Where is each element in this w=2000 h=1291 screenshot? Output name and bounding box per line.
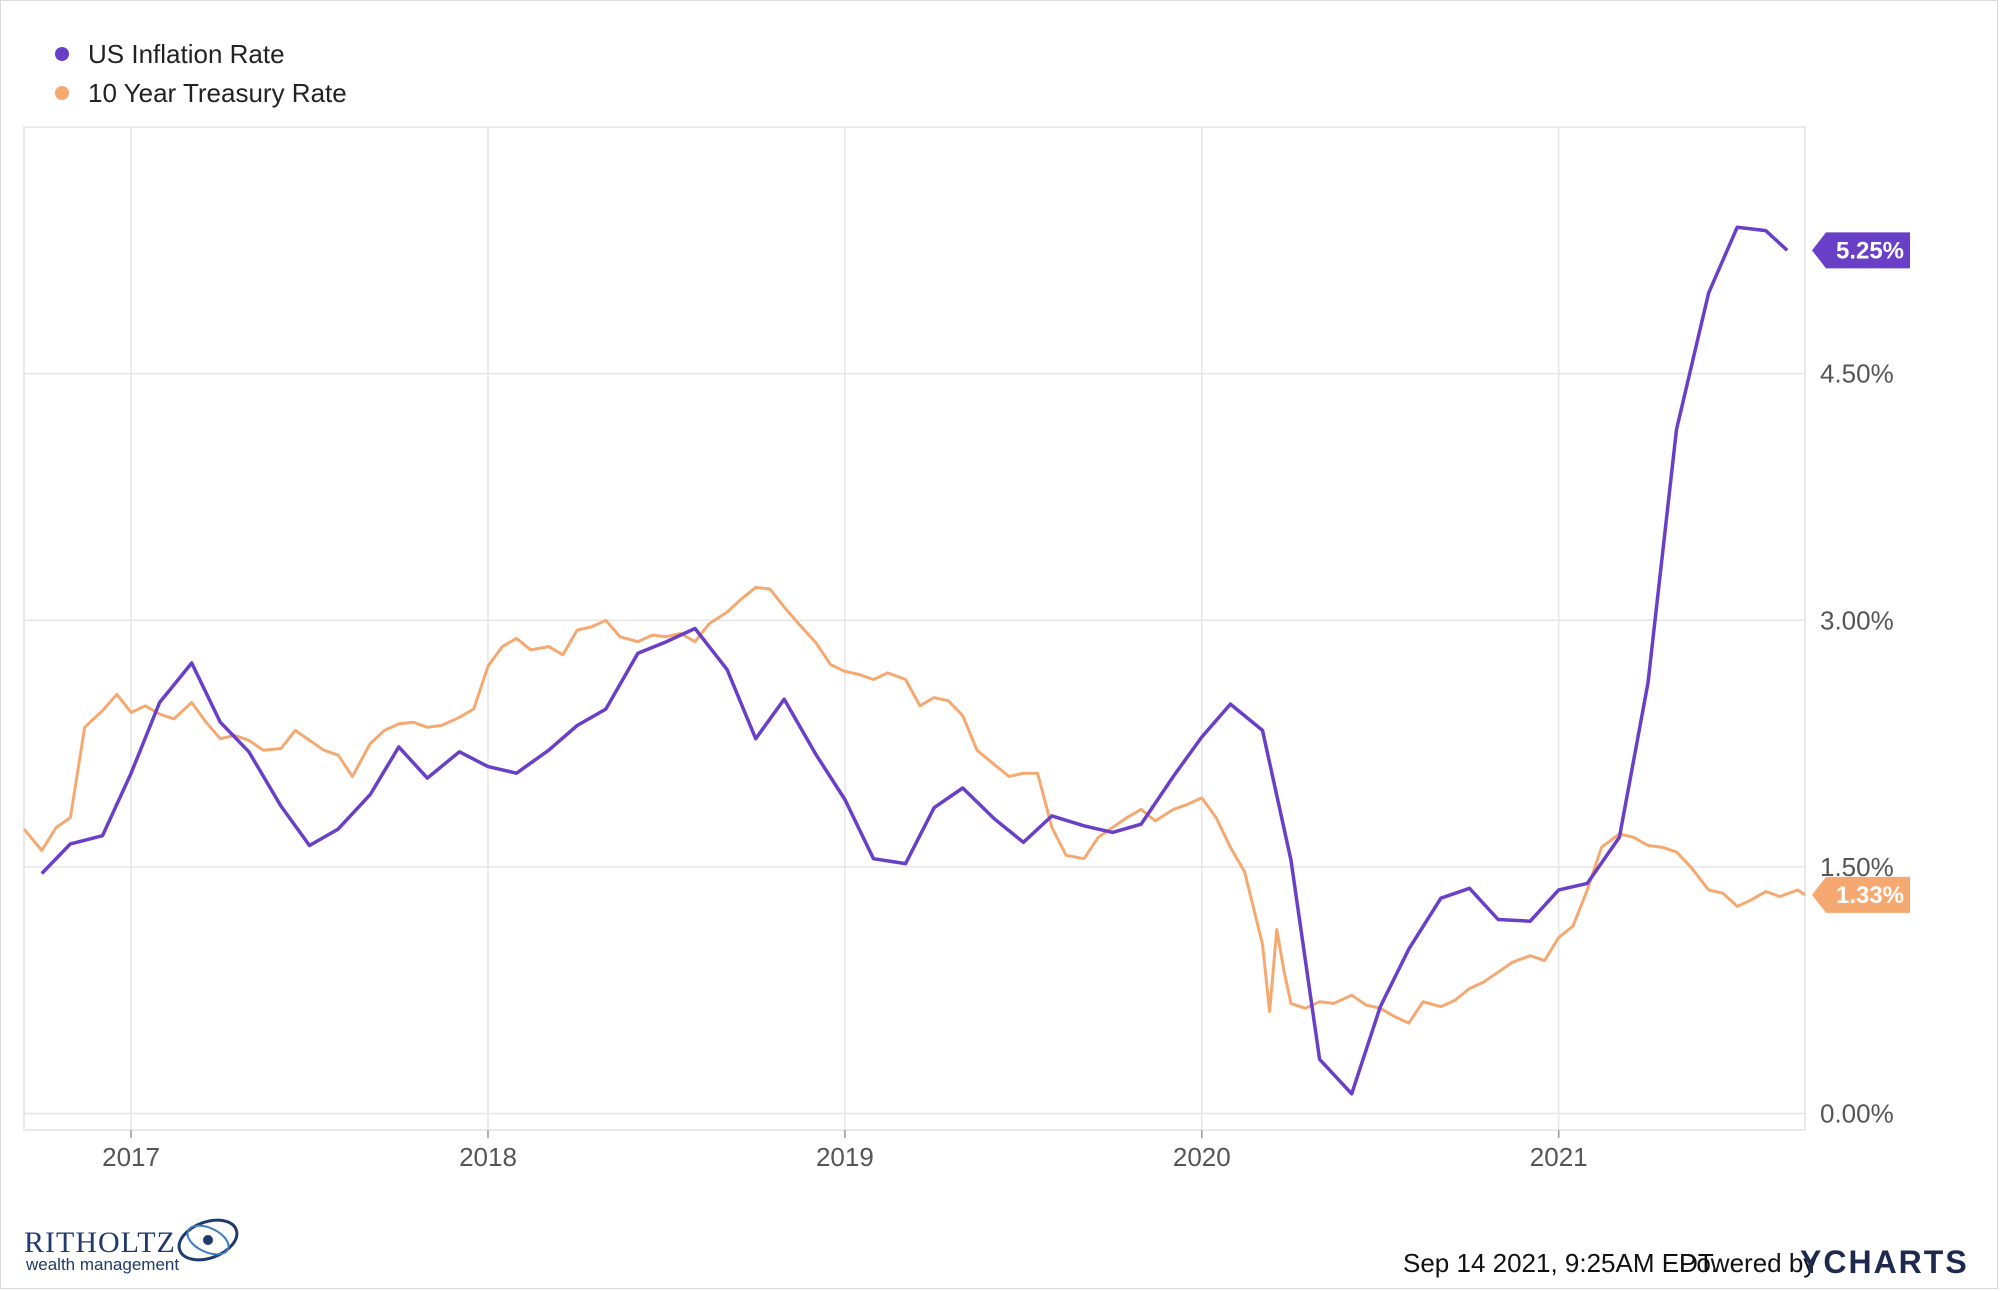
footer-powered-by: Powered by: [1679, 1248, 1816, 1278]
x-tick-label: 2019: [816, 1142, 874, 1172]
badge-treasury-shape: [1812, 876, 1910, 913]
footer-timestamp: Sep 14 2021, 9:25AM EDT.: [1403, 1248, 1718, 1278]
footer: Sep 14 2021, 9:25AM EDT. Powered by YCHA…: [1403, 1244, 1969, 1280]
legend-marker-inflation: [55, 47, 69, 61]
series-layer: [22, 225, 1806, 1096]
x-tick-label: 2021: [1530, 1142, 1588, 1172]
x-axis: 2017 2018 2019 2020 2021: [102, 1130, 1588, 1172]
ritholtz-logo: RITHOLTZ wealth management: [24, 1218, 239, 1274]
badge-inflation-shape: [1812, 232, 1910, 269]
legend: US Inflation Rate 10 Year Treasury Rate: [55, 39, 347, 108]
legend-label-inflation: US Inflation Rate: [88, 39, 285, 69]
y-gridlines: [24, 372, 1805, 1115]
ycharts-brand: YCHARTS: [1800, 1244, 1969, 1280]
series-line-inflation: [40, 225, 1789, 1096]
legend-marker-treasury: [55, 86, 69, 100]
y-tick-label: 3.00%: [1820, 605, 1894, 635]
badge-inflation-label: 5.25%: [1836, 237, 1904, 264]
legend-label-treasury: 10 Year Treasury Rate: [88, 78, 347, 108]
plot-border: [23, 126, 1806, 1131]
y-axis: 0.00%1.50%3.00%4.50%: [1820, 359, 1894, 1129]
logo-emblem-icon: [177, 1218, 239, 1262]
series-line-treasury: [22, 585, 1806, 1025]
x-tick-label: 2018: [459, 1142, 517, 1172]
badge-treasury-label: 1.33%: [1836, 882, 1904, 909]
y-tick-label: 4.50%: [1820, 359, 1894, 389]
x-gridlines: [130, 127, 1560, 1130]
x-tick-label: 2020: [1173, 1142, 1231, 1172]
badge-inflation: 5.25%: [1812, 232, 1910, 269]
y-tick-label: 0.00%: [1820, 1099, 1894, 1129]
logo-name: RITHOLTZ: [24, 1226, 176, 1259]
logo-subtitle: wealth management: [25, 1255, 179, 1274]
x-tick-label: 2017: [102, 1142, 160, 1172]
plot-area: [22, 126, 1806, 1131]
badge-treasury: 1.33%: [1812, 876, 1910, 913]
